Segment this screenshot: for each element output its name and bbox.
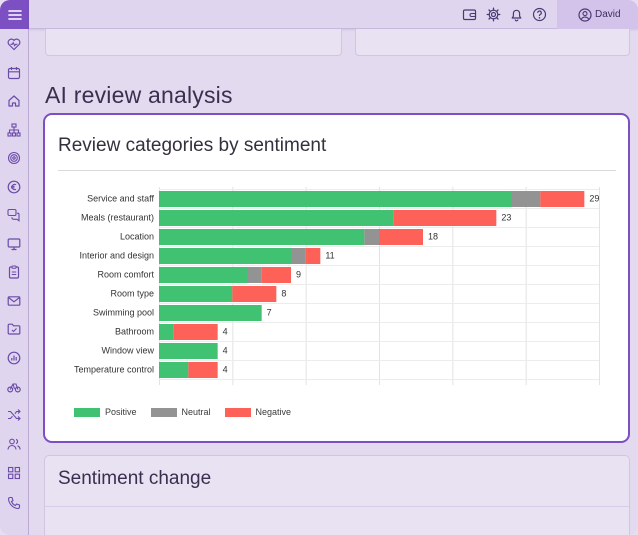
category-label: Service and staff	[87, 194, 154, 204]
sidebar	[0, 0, 29, 535]
bar-total-label: 9	[296, 270, 301, 280]
top-bar: David	[29, 0, 638, 29]
category-label: Meals (restaurant)	[81, 213, 154, 223]
previous-card-left	[45, 29, 342, 56]
bar-total-label: 4	[223, 327, 228, 337]
gear-icon[interactable]	[486, 7, 501, 22]
legend-swatch-positive	[74, 407, 100, 417]
bar-total-label: 7	[267, 308, 272, 318]
bar-positive	[159, 210, 394, 226]
bar-total-label: 29	[589, 194, 599, 204]
bar-total-label: 11	[325, 251, 334, 261]
previous-card-right	[355, 29, 630, 56]
bar-neutral	[364, 229, 379, 245]
bar-positive	[159, 229, 365, 245]
category-label: Room type	[110, 289, 154, 299]
bar-negative	[261, 267, 291, 283]
phone-icon[interactable]	[6, 495, 22, 511]
sentiment-change-divider	[45, 506, 629, 507]
review-categories-card[interactable]: Review categories by sentiment Service a…	[43, 113, 630, 443]
legend-label-neutral: Neutral	[181, 407, 211, 417]
legend-label-positive: Positive	[105, 407, 137, 417]
menu-icon	[7, 9, 22, 20]
bar-negative	[540, 191, 585, 207]
clipboard-icon[interactable]	[6, 264, 22, 280]
users-icon[interactable]	[6, 436, 22, 452]
euro-icon[interactable]	[6, 179, 22, 195]
category-label: Swimming pool	[93, 308, 154, 318]
bar-positive	[159, 191, 511, 207]
user-circle-icon	[578, 7, 592, 22]
bar-neutral	[511, 191, 541, 207]
bar-total-label: 8	[281, 289, 286, 299]
heart-pulse-icon[interactable]	[6, 36, 22, 52]
chart-divider	[58, 170, 616, 171]
bar-positive	[159, 286, 233, 302]
menu-button[interactable]	[0, 0, 29, 29]
mail-icon[interactable]	[6, 293, 22, 309]
shuffle-icon[interactable]	[6, 407, 22, 423]
chat-icon[interactable]	[6, 207, 22, 223]
chart-legend: Positive Neutral Negative	[74, 407, 305, 417]
hierarchy-icon[interactable]	[6, 122, 22, 138]
bar-negative	[305, 248, 321, 264]
folder-check-icon[interactable]	[6, 321, 22, 337]
bar-positive	[159, 362, 189, 378]
chart-title: Review categories by sentiment	[58, 135, 327, 156]
bar-negative	[188, 362, 218, 378]
user-menu[interactable]: David	[557, 0, 638, 29]
home-icon[interactable]	[6, 93, 22, 109]
bar-positive	[159, 343, 218, 359]
bar-negative	[173, 324, 218, 340]
sentiment-bar-chart: Service and staff 29 Meals (restaurant) 23 L…	[74, 187, 600, 385]
legend-swatch-negative	[224, 407, 251, 417]
category-label: Temperature control	[74, 365, 154, 375]
bar-total-label: 23	[501, 213, 511, 223]
bell-icon[interactable]	[509, 7, 524, 22]
bar-negative	[232, 286, 277, 302]
category-label: Window view	[101, 346, 154, 356]
help-icon[interactable]	[532, 7, 547, 22]
legend-swatch-neutral	[150, 407, 177, 417]
bar-positive	[159, 324, 174, 340]
fingerprint-icon[interactable]	[6, 150, 22, 166]
user-name: David	[595, 9, 621, 20]
sentiment-change-card: Sentiment change	[44, 455, 630, 535]
bar-positive	[159, 267, 247, 283]
bar-total-label: 4	[223, 346, 228, 356]
category-label: Bathroom	[115, 327, 154, 337]
page-section-title: AI review analysis	[45, 82, 233, 108]
legend-label-negative: Negative	[255, 407, 292, 417]
bar-neutral	[247, 267, 262, 283]
category-label: Room comfort	[97, 270, 154, 280]
bar-neutral	[291, 248, 306, 264]
bar-positive	[159, 305, 262, 321]
legend-item-negative[interactable]: Negative	[224, 407, 292, 417]
sentiment-change-title: Sentiment change	[58, 468, 212, 489]
bar-positive	[159, 248, 291, 264]
wallet-icon[interactable]	[462, 7, 477, 22]
calendar-icon[interactable]	[6, 65, 22, 81]
grid-icon[interactable]	[6, 465, 22, 481]
bar-negative	[393, 210, 497, 226]
category-label: Interior and design	[79, 251, 154, 261]
bar-total-label: 18	[428, 232, 438, 242]
scale-icon[interactable]	[6, 379, 22, 395]
chart-icon[interactable]	[6, 350, 22, 366]
bar-negative	[379, 229, 423, 245]
bar-total-label: 4	[223, 365, 228, 375]
legend-item-positive[interactable]: Positive	[74, 407, 137, 417]
category-label: Location	[120, 232, 154, 242]
monitor-icon[interactable]	[6, 236, 22, 252]
legend-item-neutral[interactable]: Neutral	[150, 407, 211, 417]
